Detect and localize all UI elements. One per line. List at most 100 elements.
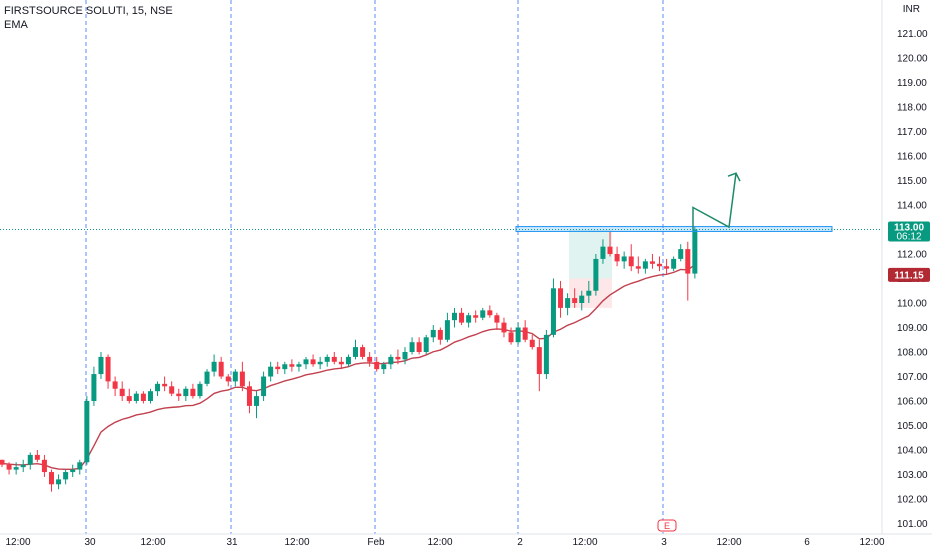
candle-body — [565, 298, 571, 308]
candle — [13, 462, 19, 475]
candle — [664, 258, 670, 274]
x-tick-label: 12:00 — [5, 537, 30, 548]
candle-body — [536, 347, 542, 375]
candle-body — [183, 388, 189, 397]
x-tick-label: 12:00 — [716, 537, 741, 548]
candle — [451, 307, 457, 328]
x-tick-label: 12:00 — [284, 537, 309, 548]
candle-body — [27, 454, 33, 465]
candle — [628, 244, 634, 272]
candle-body — [197, 383, 203, 397]
candle — [140, 391, 146, 404]
candle-body — [664, 266, 670, 269]
candle-body — [119, 388, 125, 397]
candle — [678, 244, 684, 262]
candle — [303, 356, 309, 370]
candle — [20, 459, 26, 473]
candle-body — [331, 356, 337, 362]
candle-body — [0, 459, 5, 465]
y-tick-label: 109.00 — [897, 323, 928, 334]
candle — [254, 391, 260, 419]
candle-body — [282, 364, 288, 370]
candle — [473, 310, 479, 323]
x-tick-label: 31 — [226, 537, 238, 548]
candle — [600, 239, 606, 264]
x-tick-label: 2 — [517, 537, 523, 548]
candle — [381, 361, 387, 375]
candle-body — [614, 254, 620, 262]
candle — [119, 381, 125, 401]
candle — [529, 334, 535, 350]
candle — [621, 251, 627, 269]
candle-body — [211, 361, 217, 372]
candle-body — [303, 359, 309, 365]
candle — [112, 376, 118, 397]
candle-body — [444, 320, 450, 340]
candle-body — [600, 246, 606, 259]
candle — [338, 356, 344, 370]
candle-body — [657, 263, 663, 267]
candle — [48, 469, 54, 492]
candle-body — [338, 361, 344, 365]
chart-legend: FIRSTSOURCE SOLUTI, 15, NSE EMA — [4, 4, 173, 32]
candle — [692, 227, 698, 279]
candle — [176, 388, 182, 401]
last-price-tag — [888, 221, 930, 242]
candle-body — [459, 312, 465, 323]
candle — [437, 327, 443, 345]
candle — [126, 388, 132, 404]
candle — [579, 290, 585, 311]
candle — [105, 354, 111, 389]
candle — [558, 280, 564, 318]
candle-body — [671, 258, 677, 269]
candle — [649, 254, 655, 269]
candle — [84, 396, 90, 465]
candle — [63, 469, 69, 485]
candle — [324, 354, 330, 367]
candle — [0, 459, 5, 468]
candle-body — [522, 327, 528, 340]
candle-body — [133, 393, 139, 401]
candle — [98, 352, 104, 379]
candle — [360, 344, 366, 360]
indicator-label[interactable]: EMA — [4, 19, 28, 31]
ema-price-tag — [888, 267, 930, 282]
candle-body — [480, 310, 486, 318]
candle-body — [289, 364, 295, 367]
candle-body — [155, 383, 161, 392]
candle-body — [126, 396, 132, 401]
candle — [586, 280, 592, 303]
candle-body — [558, 288, 564, 308]
candle — [409, 337, 415, 355]
candle — [239, 361, 245, 392]
symbol-title[interactable]: FIRSTSOURCE SOLUTI, 15, NSE — [4, 5, 173, 17]
candle-body — [296, 364, 302, 367]
candle-body — [204, 371, 210, 384]
candle — [402, 347, 408, 365]
candle-body — [543, 334, 549, 375]
candle — [635, 256, 641, 274]
candle — [183, 386, 189, 401]
candle — [27, 452, 33, 470]
candle-body — [579, 295, 585, 303]
candle-body — [246, 386, 252, 406]
candle-body — [395, 356, 401, 360]
candle — [197, 381, 203, 399]
candle — [70, 464, 76, 477]
candle — [607, 231, 613, 257]
candle-body — [105, 356, 111, 382]
y-tick-label: 112.00 — [897, 250, 927, 261]
candle — [345, 354, 351, 367]
candle — [614, 246, 620, 267]
drawings-layer: E — [515, 172, 833, 532]
candle — [275, 361, 281, 375]
candle — [310, 354, 316, 367]
candle-body — [6, 464, 12, 470]
y-tick-label: 119.00 — [897, 78, 927, 89]
y-tick-label: 114.00 — [897, 201, 927, 212]
candle-body — [225, 376, 231, 382]
candles-layer — [0, 227, 698, 492]
candle — [466, 312, 472, 328]
currency-label: INR — [902, 4, 920, 15]
